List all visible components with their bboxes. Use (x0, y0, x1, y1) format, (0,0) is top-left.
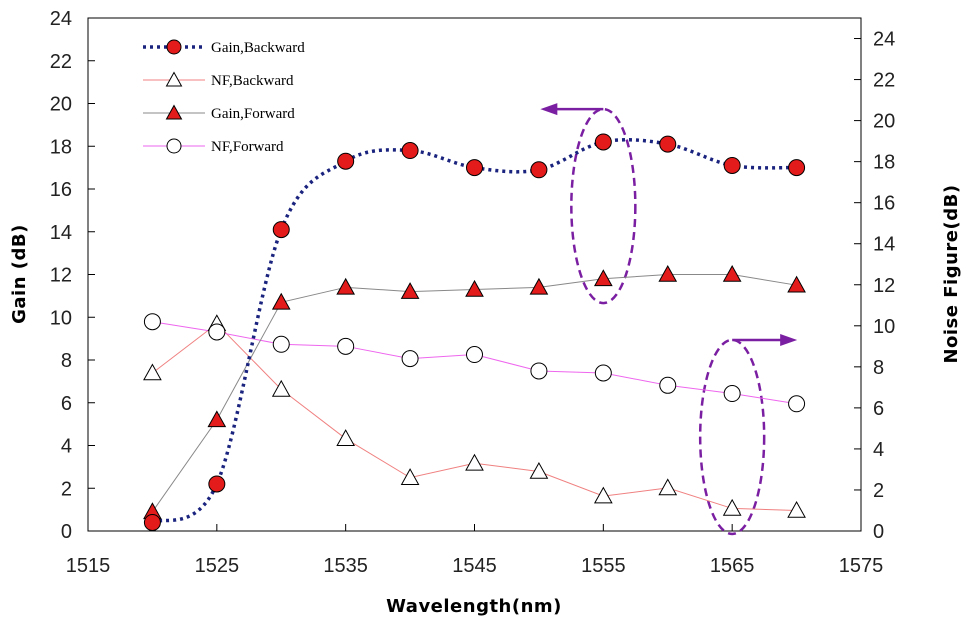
legend-label-nf-forward: NF,Forward (211, 139, 284, 155)
point-gain-backward (659, 135, 677, 153)
y-tick-label-left: 8 (61, 350, 72, 372)
y-tick-label-right: 16 (873, 193, 895, 215)
point-nf-forward (594, 364, 612, 382)
axes: 1515 1525 1535 1545 1555 1565 1575024681012141… (50, 8, 896, 577)
point-nf-backward (400, 468, 420, 485)
x-tick-label: 1545 (452, 555, 497, 577)
legend-label-gain-backward: Gain,Backward (211, 40, 305, 56)
y-tick-label-right: 20 (873, 111, 895, 133)
point-nf-backward (143, 363, 162, 381)
point-nf-backward (271, 379, 291, 397)
legend-marker-nf-forward (166, 138, 182, 154)
y-tick-label-right: 22 (873, 70, 895, 92)
y-tick-label-right: 2 (873, 480, 884, 502)
point-nf-backward (336, 429, 356, 446)
point-gain-forward (465, 279, 484, 297)
annotation-arrowhead-left (540, 103, 558, 116)
legend-label-nf-backward: NF,Backward (211, 73, 294, 89)
point-gain-forward (722, 264, 742, 282)
point-nf-backward (593, 486, 613, 504)
y-tick-label-left: 0 (61, 521, 72, 543)
series-markers (143, 133, 806, 531)
y-tick-label-left: 6 (61, 393, 72, 415)
point-gain-forward (593, 269, 613, 287)
point-gain-backward (401, 142, 419, 160)
y-tick-label-right: 14 (873, 234, 895, 256)
point-nf-backward (722, 498, 742, 516)
point-gain-forward (271, 292, 291, 310)
y-tick-label-left: 2 (61, 478, 72, 500)
x-tick-label: 1565 (710, 555, 755, 577)
annotation-layer (540, 103, 798, 536)
point-gain-backward (208, 475, 226, 493)
y-tick-label-right: 0 (873, 521, 884, 543)
point-gain-backward (530, 161, 548, 179)
y-tick-label-right: 12 (873, 275, 895, 297)
point-gain-backward (337, 152, 355, 170)
point-gain-forward (787, 275, 806, 293)
y-tick-label-right: 6 (873, 398, 884, 420)
x-axis-title: Wavelength(nm) (386, 596, 562, 617)
x-tick-label: 1575 (839, 555, 884, 577)
y-tick-label-left: 16 (50, 179, 72, 201)
point-gain-backward (594, 133, 612, 151)
point-gain-forward (529, 277, 549, 295)
point-nf-forward (208, 323, 226, 341)
y-tick-label-left: 20 (50, 94, 72, 116)
legend-marker-gain-backward (166, 39, 182, 55)
legend: Gain,Backward NF,Backward Gain,Forward NF,F… (143, 39, 305, 155)
y-tick-label-left: 18 (50, 136, 72, 158)
x-tick-label: 1535 (323, 555, 368, 577)
point-nf-forward (530, 362, 548, 380)
y-tick-label-left: 24 (50, 8, 72, 30)
point-nf-backward (787, 500, 806, 518)
legend-marker-nf-backward (165, 71, 183, 87)
annotation-arrowhead-right (780, 333, 798, 346)
point-nf-backward (465, 453, 484, 471)
point-gain-forward (400, 282, 420, 299)
point-nf-forward (401, 350, 419, 368)
point-nf-forward (466, 346, 483, 364)
y-tick-label-left: 22 (50, 51, 72, 73)
point-nf-forward (723, 385, 741, 403)
point-gain-forward (336, 277, 356, 295)
y-tick-label-left: 4 (61, 436, 72, 458)
point-gain-backward (466, 159, 483, 177)
point-gain-backward (788, 159, 806, 177)
point-gain-forward (658, 264, 678, 282)
point-nf-forward (143, 313, 161, 331)
y-axis-title-left: Gain (dB) (9, 224, 30, 324)
y-tick-label-right: 10 (873, 316, 895, 338)
y-tick-label-right: 18 (873, 152, 895, 174)
point-nf-forward (272, 335, 290, 353)
y-tick-label-right: 8 (873, 357, 884, 379)
point-nf-forward (659, 376, 677, 394)
point-gain-backward (272, 221, 290, 239)
y-tick-label-right: 24 (873, 29, 895, 51)
y-tick-label-left: 14 (50, 222, 72, 244)
point-gain-backward (723, 156, 741, 174)
y-tick-label-left: 12 (50, 265, 72, 287)
x-tick-label: 1525 (195, 555, 240, 577)
legend-label-gain-forward: Gain,Forward (211, 106, 295, 122)
y-axis-title-right: Noise Figure(dB) (941, 184, 962, 363)
point-nf-forward (337, 337, 355, 355)
x-tick-label: 1515 (66, 555, 111, 577)
point-nf-backward (529, 461, 549, 479)
y-tick-label-left: 10 (50, 307, 72, 329)
legend-marker-gain-forward (165, 104, 183, 120)
point-gain-backward (143, 513, 161, 531)
point-nf-forward (788, 395, 806, 413)
annotation-ellipse (698, 338, 766, 536)
x-tick-label: 1555 (581, 555, 626, 577)
y-tick-label-right: 4 (873, 439, 884, 461)
point-nf-backward (658, 478, 678, 496)
annotation-ellipse (570, 107, 637, 305)
point-gain-forward (207, 410, 227, 428)
